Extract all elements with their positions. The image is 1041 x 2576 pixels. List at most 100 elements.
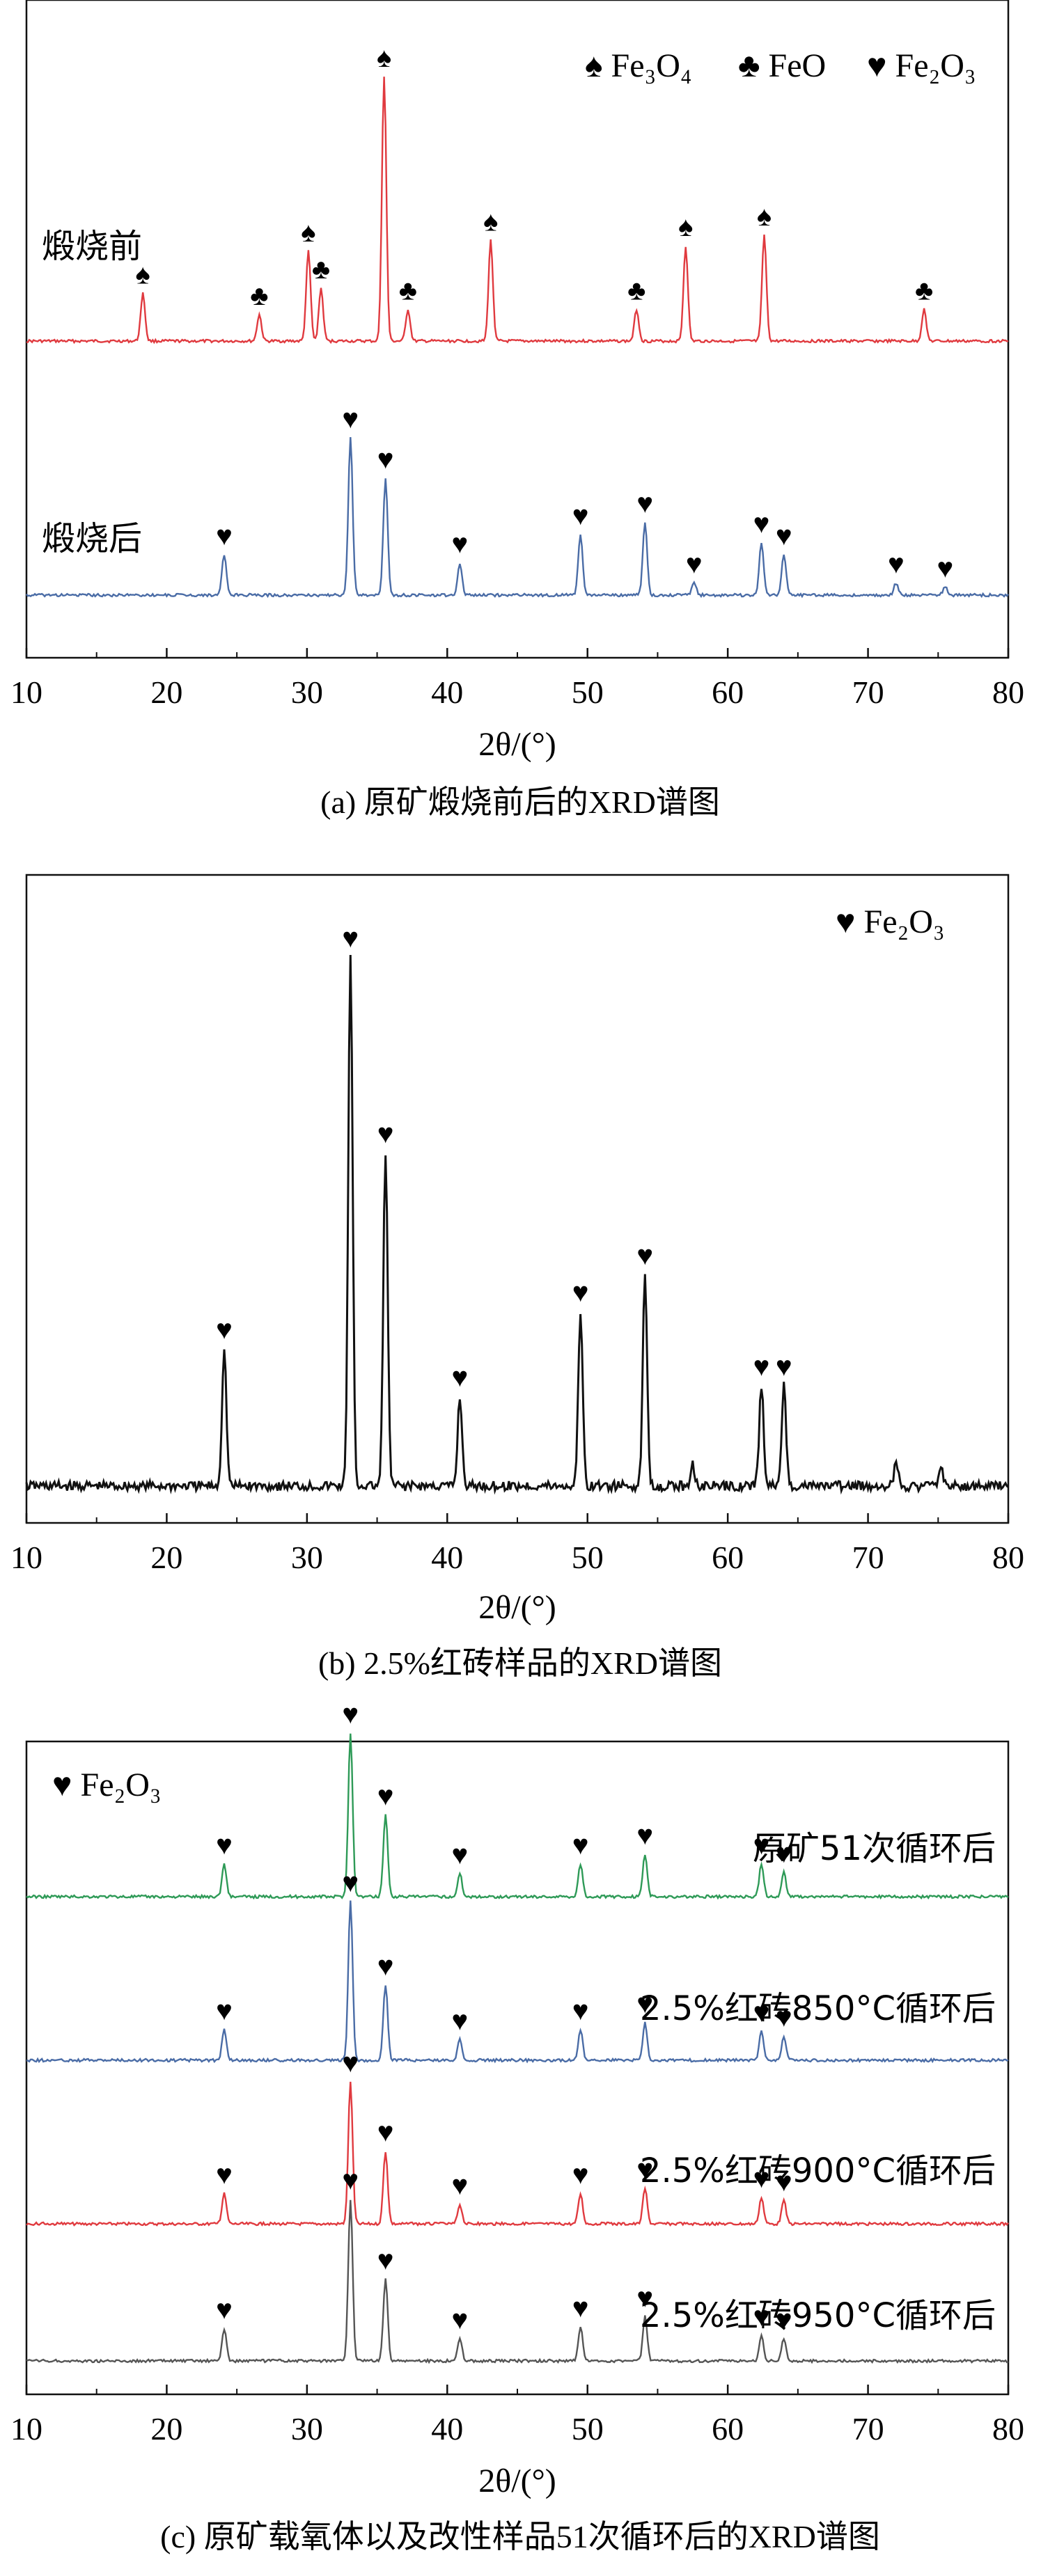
peak-marker: ♥ bbox=[216, 1995, 233, 2026]
x-tick-label: 40 bbox=[431, 674, 463, 710]
peak-marker: ♥ bbox=[753, 508, 770, 539]
peak-marker: ♣ bbox=[627, 274, 645, 306]
peak-marker: ♥ bbox=[636, 1819, 653, 1851]
x-tick-label: 60 bbox=[712, 674, 744, 710]
legend-entry: ♥ Fe₂O₃ bbox=[867, 47, 976, 84]
x-tick-label: 70 bbox=[852, 1540, 884, 1575]
peak-marker: ♥ bbox=[216, 1829, 233, 1860]
series-label: 煅烧前 bbox=[42, 227, 142, 266]
x-axis-title: 2θ/(°) bbox=[478, 1589, 556, 1626]
x-axis-title: 2θ/(°) bbox=[478, 2463, 556, 2499]
peak-marker: ♣ bbox=[399, 274, 417, 306]
peak-marker: ♥ bbox=[776, 1351, 792, 1382]
x-tick-label: 50 bbox=[572, 2411, 604, 2447]
x-axis-title: 2θ/(°) bbox=[478, 726, 556, 763]
x-tick-label: 60 bbox=[712, 1540, 744, 1575]
peak-marker: ♣ bbox=[250, 280, 268, 311]
peak-marker: ♠ bbox=[757, 200, 772, 232]
peak-marker: ♠ bbox=[377, 42, 391, 73]
series-line-0 bbox=[26, 1733, 1009, 1900]
caption-c: (c) 原矿载氧体以及改性样品51次循环后的XRD谱图 bbox=[160, 2519, 880, 2554]
peak-marker: ♠ bbox=[136, 259, 150, 290]
peak-marker: ♥ bbox=[377, 1118, 394, 1149]
peak-marker: ♥ bbox=[776, 2304, 792, 2335]
x-tick-label: 70 bbox=[852, 674, 884, 710]
x-tick-label: 50 bbox=[572, 1540, 604, 1575]
peak-marker: ♥ bbox=[216, 2159, 233, 2190]
peak-marker: ♠ bbox=[678, 211, 693, 242]
peak-marker: ♥ bbox=[216, 2293, 233, 2325]
peak-marker: ♥ bbox=[377, 1950, 394, 1982]
caption-b: (b) 2.5%红砖样品的XRD谱图 bbox=[318, 1645, 722, 1681]
peak-marker: ♥ bbox=[572, 1277, 589, 1308]
series-line-0 bbox=[25, 954, 1009, 1495]
peak-marker: ♣ bbox=[312, 253, 330, 285]
series-line-0 bbox=[26, 77, 1009, 345]
legend-entry: ♥ Fe₂O₃ bbox=[52, 1767, 162, 1803]
peak-marker: ♥ bbox=[572, 2292, 589, 2323]
peak-marker: ♠ bbox=[301, 216, 315, 248]
peak-marker: ♥ bbox=[636, 488, 653, 519]
peak-marker: ♥ bbox=[776, 520, 792, 551]
series-line-3 bbox=[26, 2199, 1009, 2364]
x-tick-label: 40 bbox=[431, 2411, 463, 2447]
peak-marker: ♥ bbox=[753, 2300, 770, 2332]
peak-marker: ♥ bbox=[753, 2163, 770, 2194]
peak-marker: ♥ bbox=[342, 922, 359, 954]
peak-marker: ♥ bbox=[776, 1838, 792, 1869]
legend-entry: ♠ Fe₃O₄ bbox=[585, 47, 692, 84]
x-tick-label: 80 bbox=[992, 2411, 1024, 2447]
peak-marker: ♥ bbox=[937, 552, 953, 583]
peak-marker: ♥ bbox=[377, 2244, 394, 2275]
x-tick-label: 10 bbox=[10, 2411, 42, 2447]
series-label: 2.5%红砖950°C循环后 bbox=[640, 2296, 996, 2335]
peak-marker: ♥ bbox=[452, 2170, 469, 2201]
x-tick-label: 70 bbox=[852, 2411, 884, 2447]
peak-marker: ♥ bbox=[753, 1996, 770, 2028]
series-label: 2.5%红砖900°C循环后 bbox=[640, 2151, 996, 2190]
peak-marker: ♥ bbox=[753, 1351, 770, 1382]
peak-marker: ♥ bbox=[572, 1995, 589, 2026]
legend-entry: ♣ FeO bbox=[738, 47, 826, 84]
peak-marker: ♥ bbox=[216, 520, 233, 551]
peak-marker: ♥ bbox=[776, 2002, 792, 2033]
peak-marker: ♥ bbox=[888, 548, 905, 580]
x-tick-label: 30 bbox=[291, 2411, 323, 2447]
series-line-2 bbox=[26, 2081, 1009, 2227]
peak-marker: ♥ bbox=[636, 2282, 653, 2313]
x-tick-label: 60 bbox=[712, 2411, 744, 2447]
plot-frame bbox=[25, 0, 1010, 659]
series-label: 煅烧后 bbox=[42, 519, 142, 558]
caption-a: (a) 原矿煅烧前后的XRD谱图 bbox=[320, 784, 720, 820]
peak-marker: ♥ bbox=[753, 1829, 770, 1860]
peak-marker: ♥ bbox=[636, 2154, 653, 2185]
series-label: 2.5%红砖850°C循环后 bbox=[640, 1989, 996, 2028]
x-tick-label: 20 bbox=[150, 1540, 182, 1575]
series-label: 原矿51次循环后 bbox=[753, 1829, 996, 1868]
series-line-1 bbox=[26, 1900, 1009, 2064]
plot-frame bbox=[25, 874, 1010, 1524]
peak-marker: ♠ bbox=[483, 206, 498, 237]
peak-marker: ♥ bbox=[686, 548, 703, 580]
x-tick-label: 30 bbox=[291, 674, 323, 710]
x-tick-label: 20 bbox=[150, 674, 182, 710]
peak-marker: ♥ bbox=[377, 443, 394, 475]
peak-marker: ♥ bbox=[776, 2166, 792, 2197]
peak-marker: ♥ bbox=[342, 403, 359, 434]
x-tick-label: 50 bbox=[572, 674, 604, 710]
x-tick-label: 30 bbox=[291, 1540, 323, 1575]
peak-marker: ♣ bbox=[915, 274, 933, 306]
legend-entry: ♥ Fe₂O₃ bbox=[836, 903, 945, 940]
peak-marker: ♥ bbox=[452, 2005, 469, 2037]
peak-marker: ♥ bbox=[636, 1988, 653, 2019]
x-tick-label: 20 bbox=[150, 2411, 182, 2447]
peak-marker: ♥ bbox=[216, 1313, 233, 1345]
peak-marker: ♥ bbox=[572, 1829, 589, 1860]
peak-marker: ♥ bbox=[572, 2159, 589, 2190]
x-tick-label: 80 bbox=[992, 674, 1024, 710]
